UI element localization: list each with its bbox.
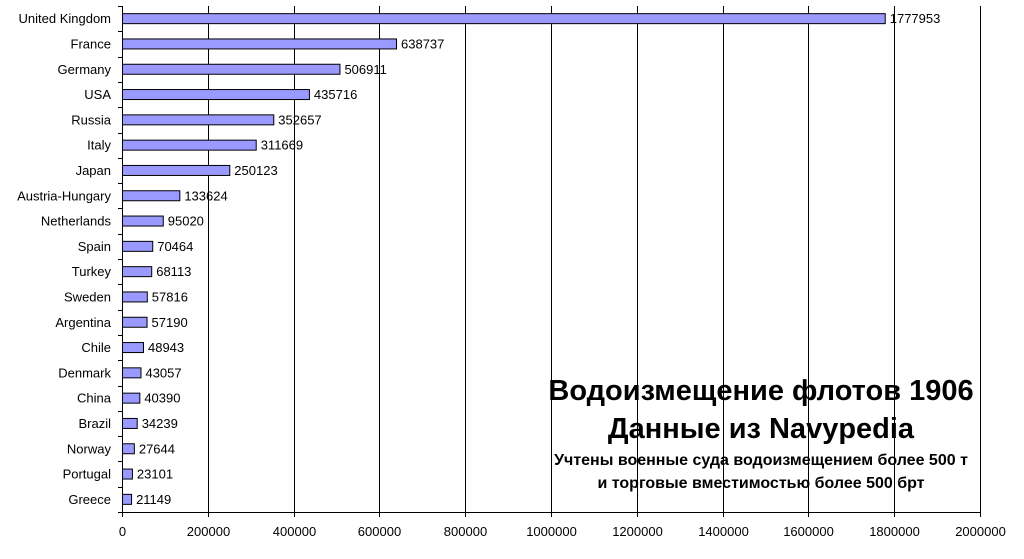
x-tick-label: 0 [119,524,126,539]
bar [122,417,138,429]
bar [122,38,398,50]
category-label: Sweden [64,289,111,304]
x-tick-label: 1000000 [526,524,577,539]
x-tick-label: 1600000 [783,524,834,539]
chart-title: Водоизмещение флотов 1906 [548,375,974,407]
data-label: 1777953 [890,11,941,26]
category-label: Greece [68,492,111,507]
category-label: Turkey [72,264,112,279]
data-label: 21149 [136,492,171,507]
data-label: 250123 [234,163,277,178]
bar [122,392,141,404]
bar [122,114,275,126]
bar [122,342,144,354]
category-label: Russia [71,112,112,127]
x-tick-label: 2000000 [955,524,1006,539]
category-label: Brazil [78,416,111,431]
data-label: 57190 [152,315,188,330]
category-label: USA [84,87,111,102]
bar [122,63,341,75]
bar [122,164,231,176]
bar [122,215,164,227]
category-label: Germany [58,62,112,77]
data-label: 40390 [144,391,180,406]
category-label: Spain [78,239,111,254]
bar [122,190,181,202]
x-tick-label: 400000 [273,524,316,539]
data-label: 311669 [261,138,303,153]
x-tick-label: 1400000 [698,524,749,539]
data-label: 435716 [314,87,357,102]
data-label: 68113 [156,264,191,279]
data-label: 638737 [401,36,444,51]
bar [122,493,133,505]
category-label: Portugal [63,467,112,482]
category-label: China [77,391,112,406]
bar [122,443,135,455]
bar [122,468,133,480]
category-label: Netherlands [41,214,112,229]
bar [122,240,154,252]
data-label: 133624 [184,188,227,203]
category-label: Austria-Hungary [17,188,111,203]
category-label: Argentina [55,315,111,330]
bar [122,266,153,278]
chart-subtitle: Данные из Navypedia [607,413,915,445]
category-label: Denmark [58,365,111,380]
category-label: Norway [67,441,112,456]
category-label: Japan [76,163,111,178]
category-label: Italy [87,138,111,153]
data-label: 48943 [148,340,184,355]
data-label: 352657 [278,112,321,127]
bar [122,367,142,379]
x-tick-label: 1200000 [612,524,663,539]
category-label: United Kingdom [19,11,112,26]
x-tick-label: 800000 [444,524,487,539]
bar [122,89,310,101]
category-label: Chile [81,340,111,355]
data-label: 506911 [344,62,386,77]
data-label: 43057 [145,365,181,380]
data-label: 57816 [152,289,188,304]
data-label: 23101 [137,467,173,482]
x-tick-label: 200000 [187,524,230,539]
bar [122,291,148,303]
bar [122,13,886,25]
data-label: 95020 [168,214,204,229]
data-label: 27644 [139,441,175,456]
x-tick-label: 1800000 [869,524,920,539]
category-label: France [71,36,111,51]
data-label: 34239 [142,416,178,431]
data-label: 70464 [157,239,193,254]
chart-title-block: Водоизмещение флотов 1906 Данные из Navy… [500,372,1022,494]
x-tick-label: 600000 [358,524,401,539]
chart-note-line-1: Учтены военные суда водоизмещением более… [554,452,968,469]
bar [122,139,257,151]
bar [122,316,148,328]
chart-note-line-2: и торговые вместимостью более 500 брт [597,475,925,492]
